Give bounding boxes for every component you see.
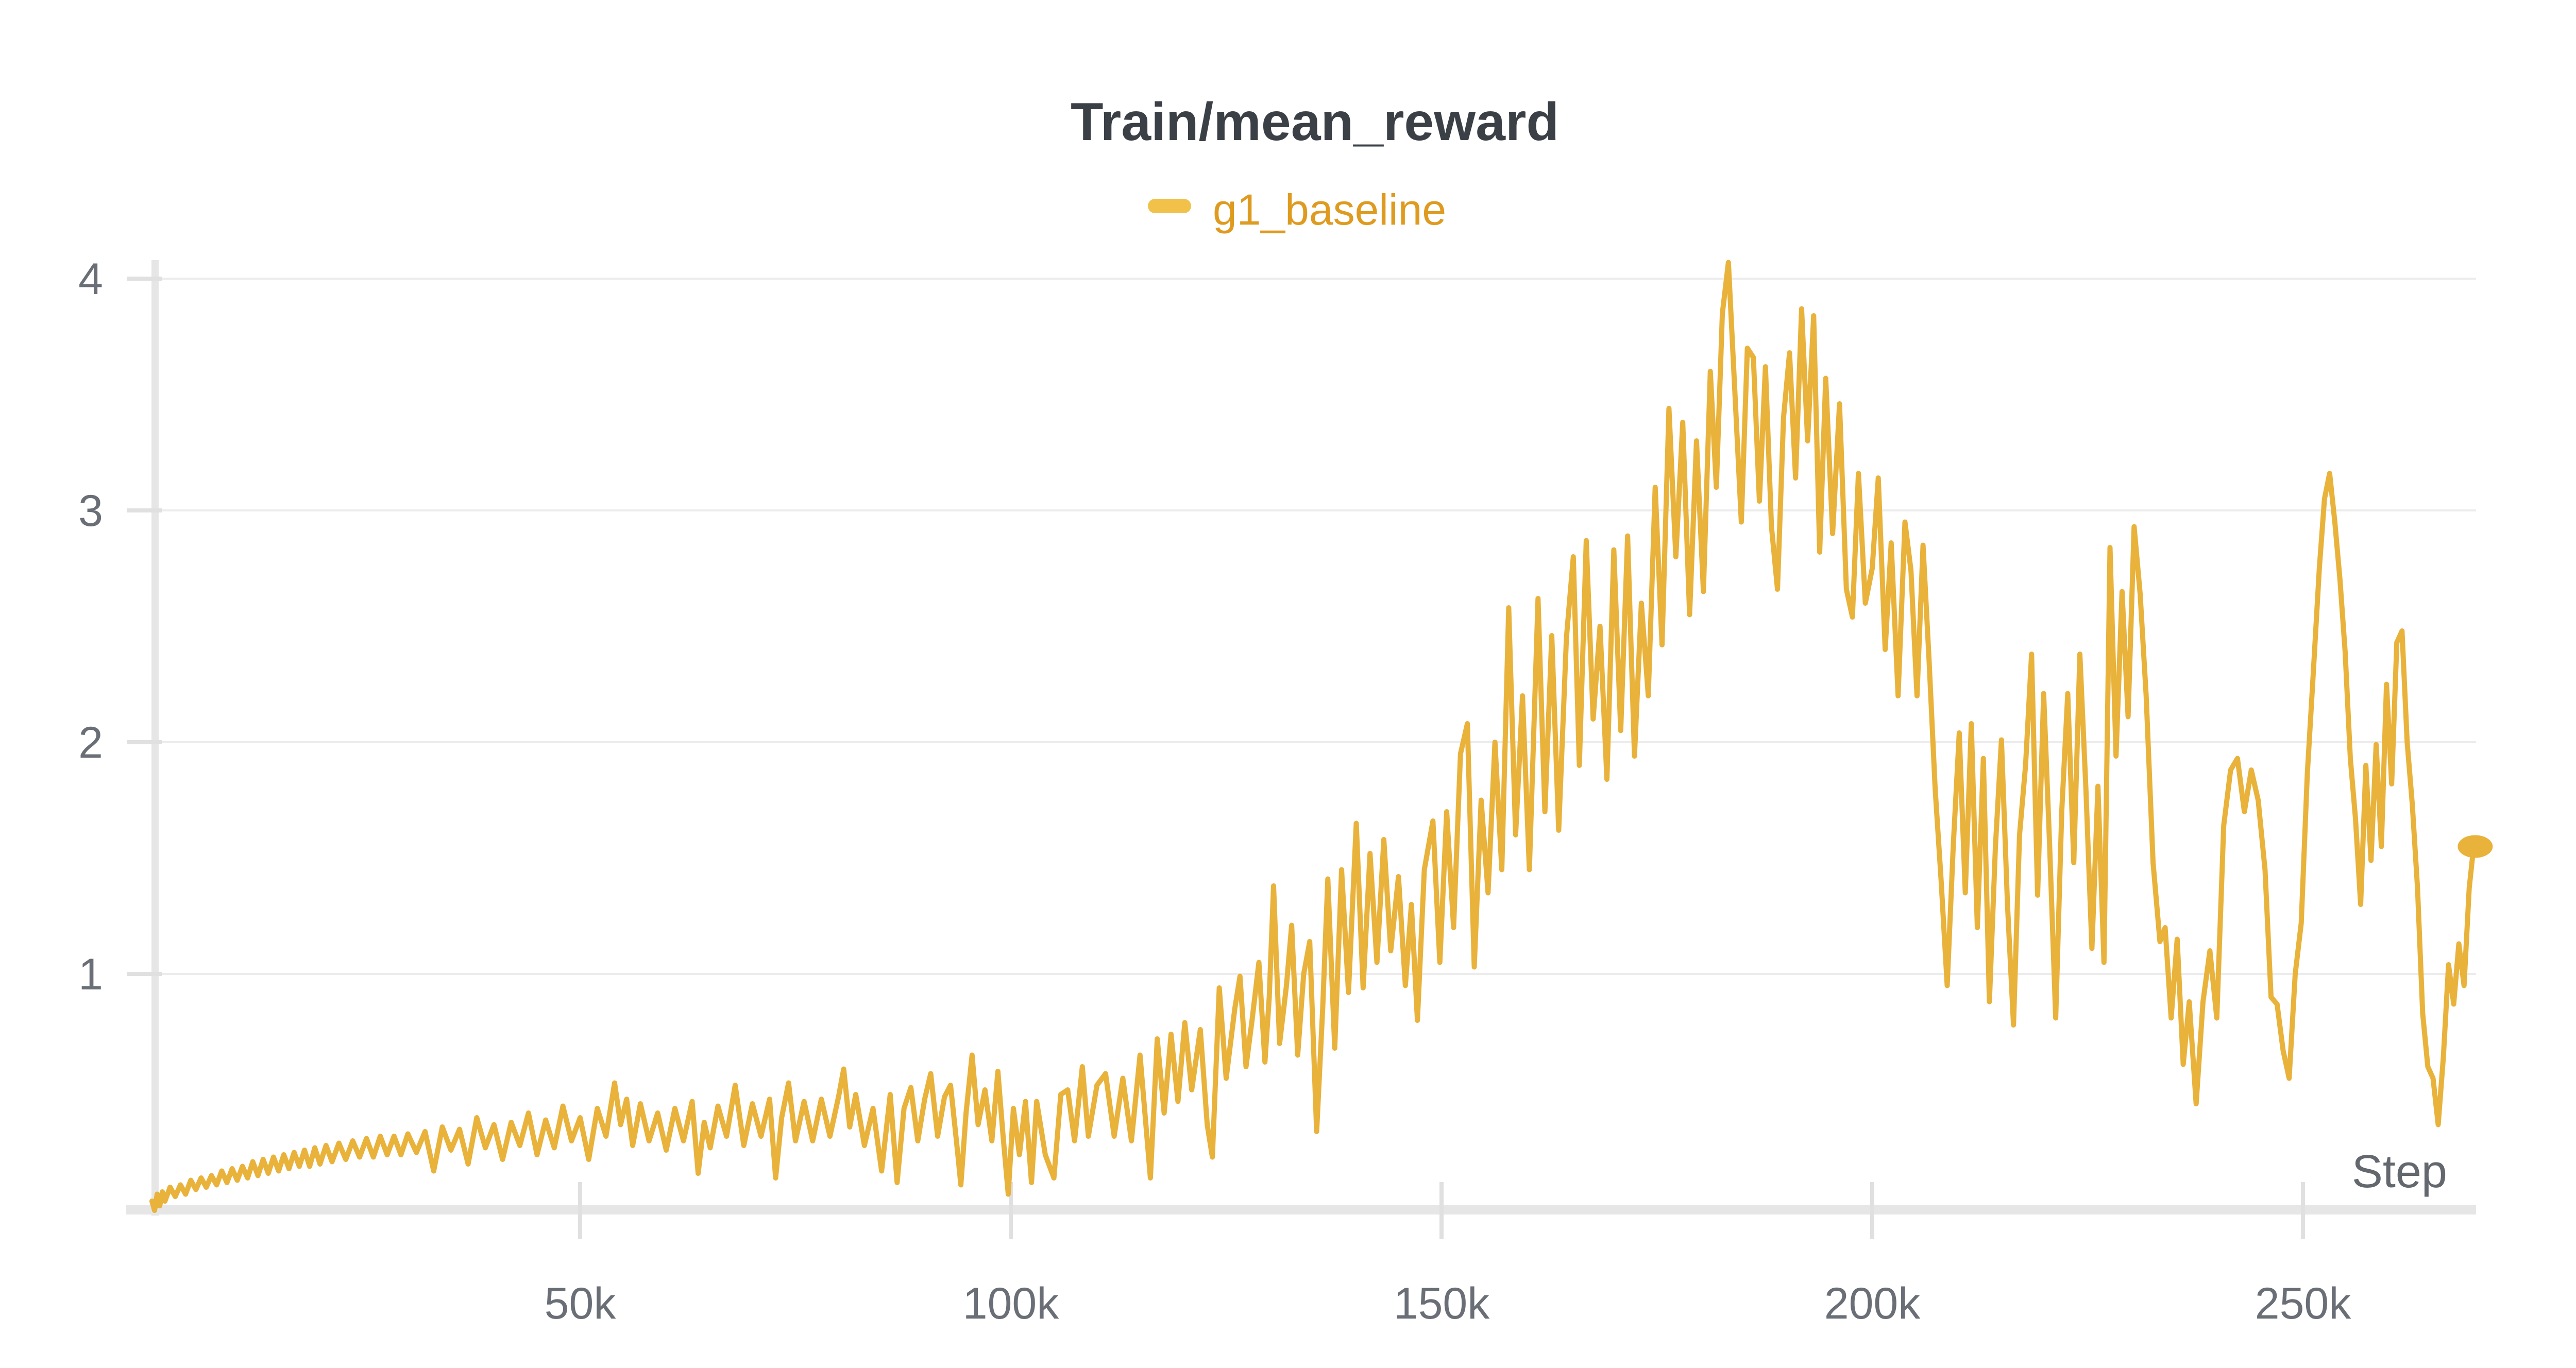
x-tick-label-50k: 50k: [545, 1279, 617, 1328]
gridlines: [159, 278, 2476, 975]
legend: g1_baseline: [1148, 185, 1446, 234]
y-tick-label-4: 4: [78, 254, 103, 304]
legend-item-g1-baseline[interactable]: g1_baseline: [1148, 185, 1446, 234]
x-tick-label-250k: 250k: [2255, 1279, 2351, 1328]
chart-title: Train/mean_reward: [1071, 92, 1559, 152]
y-tick-label-2: 2: [78, 718, 103, 767]
legend-swatch-icon: [1148, 199, 1191, 213]
series-end-dot: [2458, 835, 2493, 858]
axis-lines: [126, 260, 2476, 1216]
x-axis-title: Step: [2352, 1146, 2447, 1198]
x-tick-label-100k: 100k: [963, 1279, 1059, 1328]
legend-item-label: g1_baseline: [1213, 185, 1446, 234]
y-tick-label-3: 3: [78, 486, 103, 536]
x-tick-label-150k: 150k: [1394, 1279, 1490, 1328]
series-line-g1-baseline[interactable]: [149, 260, 2478, 1213]
y-tick-label-1: 1: [78, 950, 103, 999]
x-tick-label-200k: 200k: [1824, 1279, 1921, 1328]
